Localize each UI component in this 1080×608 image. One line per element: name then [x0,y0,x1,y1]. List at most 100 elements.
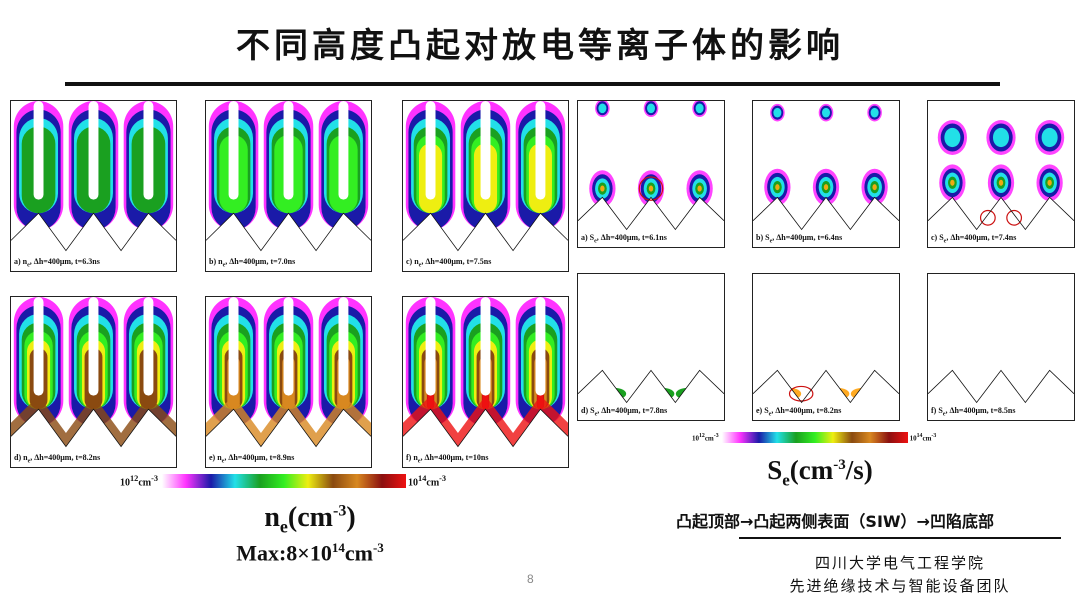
caption-prefix: c) S [931,233,944,243]
electrode-surface [11,409,176,446]
caption-subscript: e [27,459,31,465]
channel-core [480,101,491,200]
ne-max-label: Max:8×1014cm-3 [236,540,384,566]
source-contour [1047,179,1052,186]
caption-subscript: e [594,412,598,418]
caption-subscript: e [418,263,422,269]
channel-core [535,101,546,200]
caption-prefix: e) S [756,406,769,416]
se-panel: c) Se, Δh=400μm, t=7.4ns [927,100,1075,248]
ne-colorbar: 1012cm-3 1014cm-3 [120,474,446,488]
ne-panel: f) ne, Δh=400μm, t=10ns [402,296,569,468]
colorbar-segment [851,432,871,443]
channel-core [33,101,44,200]
se-colorbar-gradient [721,432,908,443]
source-contour [598,103,607,114]
source-contour [695,103,704,114]
colorbar-segment [210,474,236,488]
colorbar-segment [721,432,741,443]
channel-core [425,297,436,396]
org-line-1: 四川大学电气工程学院 [814,554,985,572]
colorbar-segment [777,432,797,443]
caption-suffix: , Δh=400μm, t=6.4ns [772,233,843,243]
caption-subscript: e [769,239,773,245]
caption-prefix: f) S [931,406,943,416]
se-colorbar: 1012cm-3 1014cm-3 [692,432,936,443]
source-contour [998,179,1004,186]
panel-caption: f) Se, Δh=400μm, t=8.5ns [931,406,1015,418]
se-panel: a) Se, Δh=400μm, t=6.1ns [577,100,725,248]
source-contour [821,107,831,118]
colorbar-segment [235,474,260,488]
ne-panel: d) ne, Δh=400μm, t=8.2ns [10,296,177,468]
se-unit-label: Se(cm-3/s) [767,455,873,490]
colorbar-segment [870,432,889,443]
source-contour [600,185,605,192]
colorbar-segment [284,474,309,488]
caption-suffix: , Δh=400μm, t=8.9ns [224,453,295,463]
source-contour [1041,127,1058,148]
se-panel: f) Se, Δh=400μm, t=8.5ns [927,273,1075,421]
caption-suffix: , Δh=400μm, t=6.1ns [596,233,667,243]
ne-contour-plot [403,297,568,467]
source-contour [944,127,961,148]
colorbar-segment [888,432,908,443]
ne-contour-plot [206,297,371,467]
electrode-surface [578,197,724,229]
channel-core [33,297,44,396]
caption-subscript: e [221,459,225,465]
channel-core [228,297,239,396]
ne-contour-plot [11,101,176,271]
channel-core [143,101,154,200]
electrode-surface [11,213,176,250]
colorbar-segment [740,432,759,443]
caption-prefix: f) n [406,453,418,463]
se-contour-plot [928,274,1074,420]
slide-title: 不同高度凸起对放电等离子体的影响 [236,26,844,66]
caption-suffix: , Δh=400μm, t=7.8ns [597,406,668,416]
se-contour-plot [753,103,899,247]
ne-contour-plot [11,297,176,467]
se-panel: e) Se, Δh=400μm, t=8.2ns [752,273,900,421]
source-contour [870,107,879,118]
colorbar-segment [381,474,407,488]
caption-subscript: e [768,412,772,418]
source-contour [950,179,955,186]
caption-suffix: , Δh=400μm, t=10ns [420,453,489,463]
panel-caption: c) Se, Δh=400μm, t=7.4ns [931,233,1016,245]
surface-layer [403,395,568,447]
panel-caption: c) ne, Δh=400μm, t=7.5ns [406,257,491,269]
caption-prefix: a) n [14,257,28,267]
colorbar-segment [308,474,333,488]
channel-core [228,101,239,200]
caption-subscript: e [942,412,946,418]
caption-subscript: e [943,239,947,245]
electrode-surface [578,370,724,402]
panel-caption: b) Se, Δh=400μm, t=6.4ns [756,233,842,245]
highlight-circle [790,386,813,401]
caption-suffix: , Δh=400μm, t=7.5ns [421,257,492,267]
electrode-surface [403,213,568,250]
source-contour [872,184,877,191]
caption-prefix: b) n [209,257,223,267]
caption-prefix: d) S [581,406,595,416]
caption-prefix: d) n [14,453,28,463]
electrode-surface [403,409,568,446]
panel-caption: a) Se, Δh=400μm, t=6.1ns [581,233,667,245]
caption-subscript: e [417,459,421,465]
se-panel: b) Se, Δh=400μm, t=6.4ns [752,100,900,248]
channel-core [283,297,294,396]
source-contour [648,185,654,192]
ne-colorbar-gradient [162,474,407,488]
source-contour [992,127,1010,148]
ne-panel: a) ne, Δh=400μm, t=6.3ns [10,100,177,272]
electrode-surface [928,197,1074,229]
caption-suffix: , Δh=400μm, t=7.4ns [946,233,1017,243]
colorbar-segment [259,474,285,488]
caption-subscript: e [27,263,30,269]
surface-layer [206,395,371,447]
ne-panel: b) ne, Δh=400μm, t=7.0ns [205,100,372,272]
se-contour-plot [753,274,899,420]
colorbar-segment [332,474,358,488]
caption-subscript: e [594,239,597,245]
